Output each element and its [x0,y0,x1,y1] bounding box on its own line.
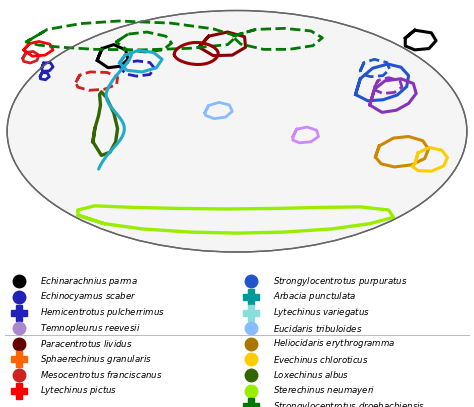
Text: $\it{Sphaerechinus\ granularis}$: $\it{Sphaerechinus\ granularis}$ [40,353,152,366]
Text: $\it{Eucidaris\ tribuloides}$: $\it{Eucidaris\ tribuloides}$ [273,323,362,334]
Text: $\it{Strongylocentrotus\ purpuratus}$: $\it{Strongylocentrotus\ purpuratus}$ [273,275,407,288]
Text: $\it{Lytechinus\ pictus}$: $\it{Lytechinus\ pictus}$ [40,384,118,397]
Text: $\it{Lytechinus\ variegatus}$: $\it{Lytechinus\ variegatus}$ [273,306,370,319]
Text: $\it{Heliocidaris\ erythrogramma}$: $\it{Heliocidaris\ erythrogramma}$ [273,337,395,350]
Text: $\it{Echinarachnius\ parma}$: $\it{Echinarachnius\ parma}$ [40,275,138,288]
Text: $\it{Strongylocentrotus\ droebachiensis}$: $\it{Strongylocentrotus\ droebachiensis}… [273,400,425,407]
Text: $\it{Temnopleurus\ reevesii}$: $\it{Temnopleurus\ reevesii}$ [40,322,141,335]
Text: $\it{Loxechinus\ albus}$: $\it{Loxechinus\ albus}$ [273,370,349,381]
Text: $\it{Evechinus\ chloroticus}$: $\it{Evechinus\ chloroticus}$ [273,354,368,365]
Text: $\it{Hemicentrotus\ pulcherrimus}$: $\it{Hemicentrotus\ pulcherrimus}$ [40,306,165,319]
Text: $\it{Sterechinus\ neumayeri}$: $\it{Sterechinus\ neumayeri}$ [273,384,374,397]
Text: $\it{Paracentrotus\ lividus}$: $\it{Paracentrotus\ lividus}$ [40,338,133,349]
Text: $\it{Arbacia\ punctulata}$: $\it{Arbacia\ punctulata}$ [273,291,356,303]
Text: $\it{Mesocentrotus\ franciscanus}$: $\it{Mesocentrotus\ franciscanus}$ [40,370,163,381]
Text: $\it{Echinocyamus\ scaber}$: $\it{Echinocyamus\ scaber}$ [40,291,137,303]
Ellipse shape [7,11,467,252]
